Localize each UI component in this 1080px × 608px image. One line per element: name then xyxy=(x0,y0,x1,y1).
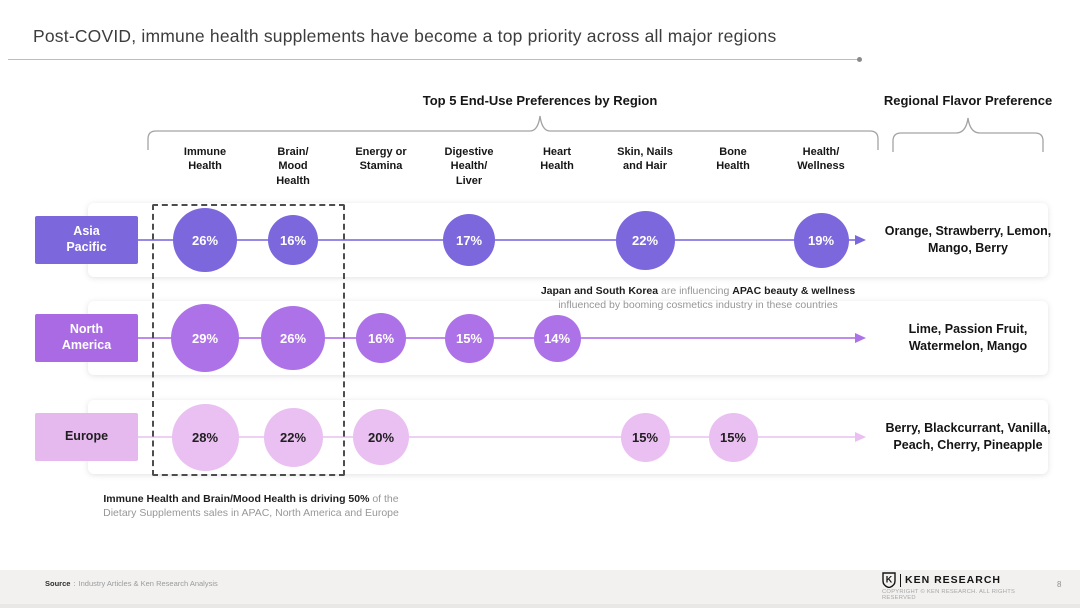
row-connector-line xyxy=(138,436,856,438)
column-header: Energy or Stamina xyxy=(355,146,407,173)
source-text: Industry Articles & Ken Research Analysi… xyxy=(78,579,218,588)
flavor-preference: Lime, Passion Fruit, Watermelon, Mango xyxy=(908,322,1028,353)
flavor-preference: Berry, Blackcurrant, Vanilla, Peach, Che… xyxy=(885,421,1051,452)
source-label: Source xyxy=(45,579,71,588)
bubble-value: 19% xyxy=(793,212,849,268)
column-header: Digestive Health/ Liver xyxy=(444,146,494,187)
logo-text: KEN RESEARCH xyxy=(905,574,1002,586)
section-title-end-use: Top 5 End-Use Preferences by Region xyxy=(422,93,658,108)
footer-bottom-edge xyxy=(0,604,1080,608)
bubble-value: 17% xyxy=(443,214,495,266)
column-header: Heart Health xyxy=(540,146,574,173)
column-header: Bone Health xyxy=(716,146,750,173)
annotation-driving-line2: Dietary Supplements sales in APAC, North… xyxy=(103,507,399,520)
column-header: Brain/ Mood Health xyxy=(276,146,310,187)
bubble-value: 20% xyxy=(353,409,409,465)
row-arrow-icon xyxy=(855,332,866,343)
bubble-value: 22% xyxy=(615,210,675,270)
shield-icon: K xyxy=(882,572,896,588)
bubble-value: 14% xyxy=(533,314,581,362)
annotation-segment: of the xyxy=(369,493,399,505)
row-arrow-icon xyxy=(855,431,866,442)
logo-divider xyxy=(900,573,901,587)
bubble-value: 29% xyxy=(171,304,239,372)
region-label: North America xyxy=(35,314,138,362)
annotation-apac-line2: influenced by booming cosmetics industry… xyxy=(558,299,838,312)
annotation-driving: Immune Health and Brain/Mood Health is d… xyxy=(60,492,442,520)
bubble-value: 28% xyxy=(171,403,239,471)
annotation-driving-line1: Immune Health and Brain/Mood Health is d… xyxy=(60,492,442,506)
bubble-value: 22% xyxy=(263,407,323,467)
bubble-value: 15% xyxy=(708,412,758,462)
annotation-segment: Japan and South Korea xyxy=(540,285,659,297)
section-title-flavor: Regional Flavor Preference xyxy=(883,93,1053,108)
column-header: Health/ Wellness xyxy=(797,146,845,173)
title-underline-dot xyxy=(857,57,862,62)
bubble-value: 26% xyxy=(173,208,237,272)
title-underline xyxy=(8,59,859,60)
annotation-segment: Immune Health and Brain/Mood Health is d… xyxy=(103,493,370,505)
page-title: Post-COVID, immune health supplements ha… xyxy=(33,26,777,46)
bubble-value: 16% xyxy=(356,313,406,363)
source-separator: : xyxy=(73,579,76,588)
svg-text:K: K xyxy=(886,575,893,585)
row-arrow-icon xyxy=(855,234,866,245)
annotation-segment: APAC beauty & wellness xyxy=(732,285,856,297)
flavor-preference: Orange, Strawberry, Lemon, Mango, Berry xyxy=(884,224,1052,255)
annotation-apac-line1: Japan and South Korea are influencing AP… xyxy=(478,284,918,298)
flavor-brace-icon xyxy=(892,117,1044,152)
bubble-value: 26% xyxy=(261,306,325,370)
region-label: Asia Pacific xyxy=(35,216,138,264)
column-header: Immune Health xyxy=(183,146,227,173)
ken-research-logo: K KEN RESEARCH xyxy=(882,572,1001,588)
page-number: 8 xyxy=(1057,580,1062,589)
copyright-text: COPYRIGHT © KEN RESEARCH. ALL RIGHTS RES… xyxy=(882,589,1016,601)
annotation-segment: are influencing xyxy=(658,285,733,297)
row-connector-line xyxy=(138,337,856,339)
annotation-apac: Japan and South Korea are influencing AP… xyxy=(478,284,918,312)
region-label: Europe xyxy=(35,413,138,461)
bubble-value: 16% xyxy=(268,215,318,265)
row-connector-line xyxy=(138,239,856,241)
bubble-value: 15% xyxy=(620,412,670,462)
bubble-value: 15% xyxy=(444,313,494,363)
source-line: Source: Industry Articles & Ken Research … xyxy=(45,579,218,588)
column-header: Skin, Nails and Hair xyxy=(617,146,673,173)
